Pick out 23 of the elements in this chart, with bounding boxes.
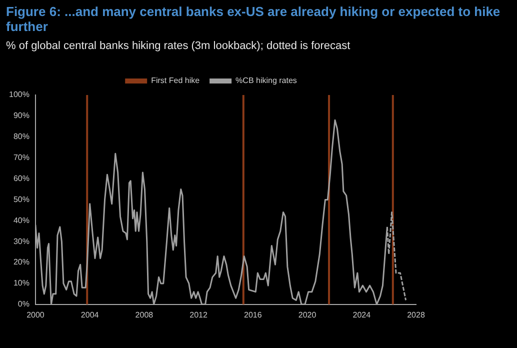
x-tick-label: 2016 bbox=[244, 310, 262, 320]
y-tick-label: 70% bbox=[13, 153, 30, 162]
legend-label: %CB hiking rates bbox=[236, 76, 297, 86]
y-tick-label: 60% bbox=[13, 174, 30, 183]
x-tick-label: 2020 bbox=[298, 310, 317, 320]
x-tick-label: 2024 bbox=[352, 310, 372, 320]
chart-title: Figure 6: ...and many central banks ex-US are already hiking or expected to hike further bbox=[6, 4, 502, 34]
chart-subtitle: % of global central banks hiking rates (3m lookback); dotted is forecast bbox=[6, 40, 352, 53]
y-tick-label: 50% bbox=[13, 194, 30, 204]
y-tick-label: 10% bbox=[13, 278, 30, 288]
y-tick-label: 40% bbox=[13, 216, 30, 225]
y-tick-label: 0% bbox=[18, 300, 30, 309]
y-tick-label: 20% bbox=[13, 258, 30, 267]
y-tick-label: 30% bbox=[13, 236, 30, 246]
legend-label: First Fed hike bbox=[151, 76, 200, 86]
x-tick-label: 2000 bbox=[26, 310, 45, 320]
x-tick-label: 2012 bbox=[190, 310, 208, 320]
x-tick-label: 2028 bbox=[407, 310, 426, 320]
y-tick-label: 90% bbox=[13, 111, 30, 120]
x-tick-label: 2008 bbox=[135, 310, 154, 320]
x-tick-label: 2004 bbox=[80, 310, 100, 320]
y-tick-label: 80% bbox=[13, 132, 30, 142]
y-tick-label: 100% bbox=[8, 90, 30, 100]
